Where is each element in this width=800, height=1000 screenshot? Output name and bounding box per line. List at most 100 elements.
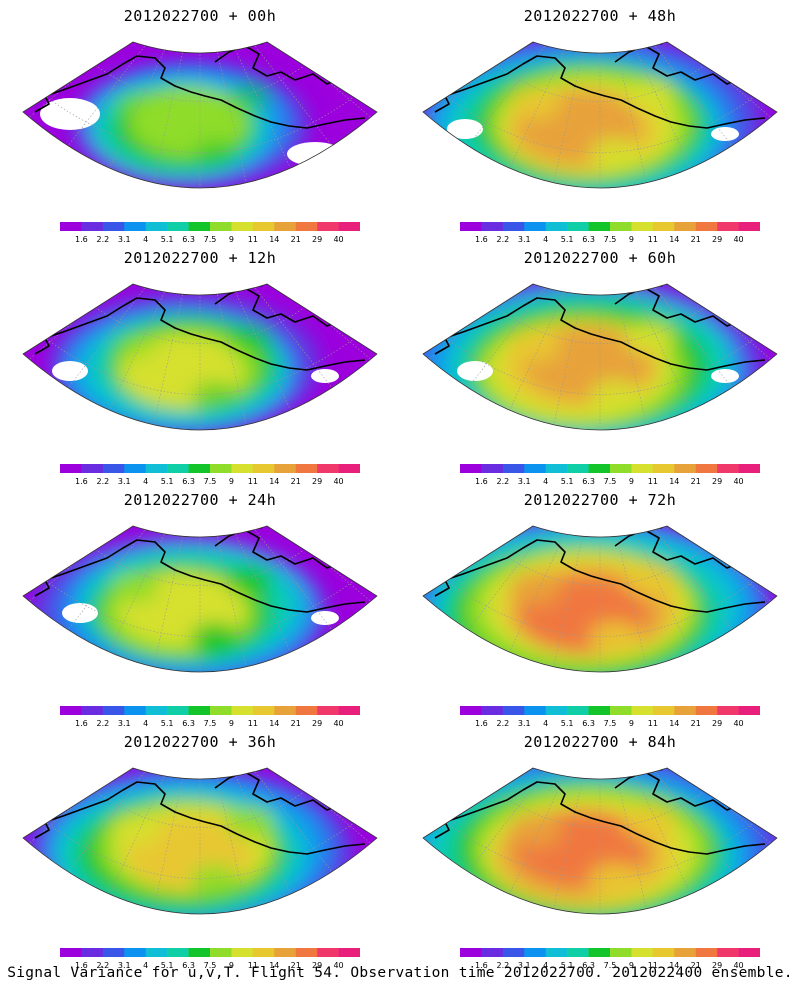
colorbar-swatch <box>481 706 504 715</box>
colorbar-tick-label: 6.3 <box>582 961 595 970</box>
map-panel: 2012022700 + 60h 1.6 2.2 3.1 4 5.1 6.3 7.5 9 11 14… <box>400 242 800 487</box>
colorbar-swatch <box>738 706 760 715</box>
colorbar-swatch <box>502 948 525 957</box>
colorbar-tick-label: 4 <box>543 235 548 244</box>
colorbar-tick-label: 2.2 <box>496 719 509 728</box>
colorbar-tick-label: 5.1 <box>161 961 174 970</box>
variance-map <box>22 41 378 189</box>
colorbar-tick-label: 1.6 <box>475 719 488 728</box>
colorbar-swatch <box>460 222 482 231</box>
colorbar-swatch <box>502 464 525 473</box>
colorbar-swatch <box>545 464 568 473</box>
colorbar-swatch <box>567 948 589 957</box>
colorbar-tick-label: 6.3 <box>582 719 595 728</box>
colorbar-tick-label: 9 <box>629 235 634 244</box>
colorbar-swatch <box>295 706 318 715</box>
colorbar-swatch <box>188 222 211 231</box>
colorbar-tick-label: 11 <box>248 961 258 970</box>
variance-map <box>422 41 778 189</box>
colorbar-swatch <box>231 948 254 957</box>
figure-caption: Signal Variance for u,v,T. Flight 54. Ob… <box>7 965 793 981</box>
colorbar-tick-label: 11 <box>648 961 658 970</box>
colorbar-tick-label: 11 <box>248 477 258 486</box>
colorbar-tick-label: 14 <box>269 477 279 486</box>
colorbar-swatch <box>738 222 760 231</box>
colorbar-tick-label: 5.1 <box>161 477 174 486</box>
colorbar-swatch <box>188 706 211 715</box>
colorbar-swatch <box>317 222 339 231</box>
colorbar-swatch <box>738 948 760 957</box>
colorbar-swatch <box>210 706 232 715</box>
colorbar-swatch <box>124 706 147 715</box>
colorbar: 1.6 2.2 3.1 4 5.1 6.3 7.5 9 11 14 21 29 40 <box>60 948 360 970</box>
colorbar-tick-label: 9 <box>229 235 234 244</box>
panel-title: 2012022700 + 00h <box>123 7 277 25</box>
variance-map <box>22 283 378 431</box>
colorbar-swatch <box>274 948 297 957</box>
colorbar-swatch <box>567 464 589 473</box>
map-panel: 2012022700 + 12h 1.6 2.2 3.1 4 5.1 6.3 7.5 9 11 14… <box>0 242 400 487</box>
colorbar-swatch <box>210 222 232 231</box>
colorbar-tick-label: 4 <box>543 719 548 728</box>
colorbar-tick-label: 1.6 <box>475 961 488 970</box>
variance-map <box>22 525 378 673</box>
colorbar-tick-label: 5.1 <box>561 719 574 728</box>
colorbar-swatch <box>102 464 125 473</box>
colorbar-swatch <box>545 222 568 231</box>
colorbar-swatch <box>210 948 232 957</box>
colorbar-swatch <box>524 706 547 715</box>
colorbar-swatch <box>631 464 654 473</box>
colorbar-tick-label: 1.6 <box>475 477 488 486</box>
colorbar-tick-label: 21 <box>691 477 701 486</box>
colorbar-swatch <box>588 222 611 231</box>
colorbar: 1.6 2.2 3.1 4 5.1 6.3 7.5 9 11 14 21 29 40 <box>460 948 760 970</box>
colorbar-tick-label: 1.6 <box>475 235 488 244</box>
colorbar-swatch <box>717 222 739 231</box>
colorbar-swatch <box>502 706 525 715</box>
colorbar-swatch <box>738 464 760 473</box>
colorbar-tick-label: 29 <box>312 961 322 970</box>
colorbar-tick-label: 2.2 <box>496 477 509 486</box>
colorbar-swatch <box>481 948 504 957</box>
colorbar-tick-label: 9 <box>229 477 234 486</box>
colorbar-tick-label: 4 <box>543 961 548 970</box>
colorbar-tick-label: 3.1 <box>118 477 131 486</box>
colorbar-tick-label: 6.3 <box>182 235 195 244</box>
colorbar-swatch <box>145 464 168 473</box>
colorbar-tick-label: 3.1 <box>118 719 131 728</box>
colorbar: 1.6 2.2 3.1 4 5.1 6.3 7.5 9 11 14 21 29 40 <box>460 222 760 244</box>
colorbar-tick-label: 1.6 <box>75 477 88 486</box>
colorbar-tick-label: 3.1 <box>118 961 131 970</box>
colorbar-tick-label: 29 <box>312 235 322 244</box>
colorbar-tick-label: 2.2 <box>96 719 109 728</box>
colorbar-swatch <box>717 706 739 715</box>
colorbar-swatch <box>102 706 125 715</box>
colorbar-swatch <box>338 222 360 231</box>
colorbar-swatch <box>317 464 339 473</box>
panel-title: 2012022700 + 12h <box>123 249 277 267</box>
colorbar-swatch <box>188 948 211 957</box>
colorbar-tick-label: 3.1 <box>118 235 131 244</box>
colorbar-tick-label: 21 <box>691 719 701 728</box>
colorbar-swatch <box>145 222 168 231</box>
colorbar-tick-label: 11 <box>648 235 658 244</box>
colorbar-tick-label: 40 <box>333 477 343 486</box>
colorbar-tick-label: 3.1 <box>518 719 531 728</box>
colorbar-swatch <box>317 948 339 957</box>
colorbar-swatch <box>60 706 82 715</box>
colorbar-tick-label: 3.1 <box>518 961 531 970</box>
colorbar-swatch <box>295 222 318 231</box>
colorbar-swatch <box>274 706 297 715</box>
colorbar-swatch <box>460 464 482 473</box>
colorbar-tick-label: 3.1 <box>518 235 531 244</box>
colorbar-swatch <box>588 948 611 957</box>
colorbar-swatch <box>252 464 275 473</box>
colorbar-swatch <box>252 222 275 231</box>
colorbar-tick-label: 4 <box>543 477 548 486</box>
map-panel: 2012022700 + 84h 1.6 2.2 3.1 4 5.1 6.3 7.5 9 11 14… <box>400 726 800 971</box>
colorbar-swatch <box>502 222 525 231</box>
colorbar-swatch <box>274 464 297 473</box>
colorbar-tick-label: 14 <box>269 961 279 970</box>
colorbar-swatch <box>567 706 589 715</box>
colorbar-tick-label: 2.2 <box>496 961 509 970</box>
